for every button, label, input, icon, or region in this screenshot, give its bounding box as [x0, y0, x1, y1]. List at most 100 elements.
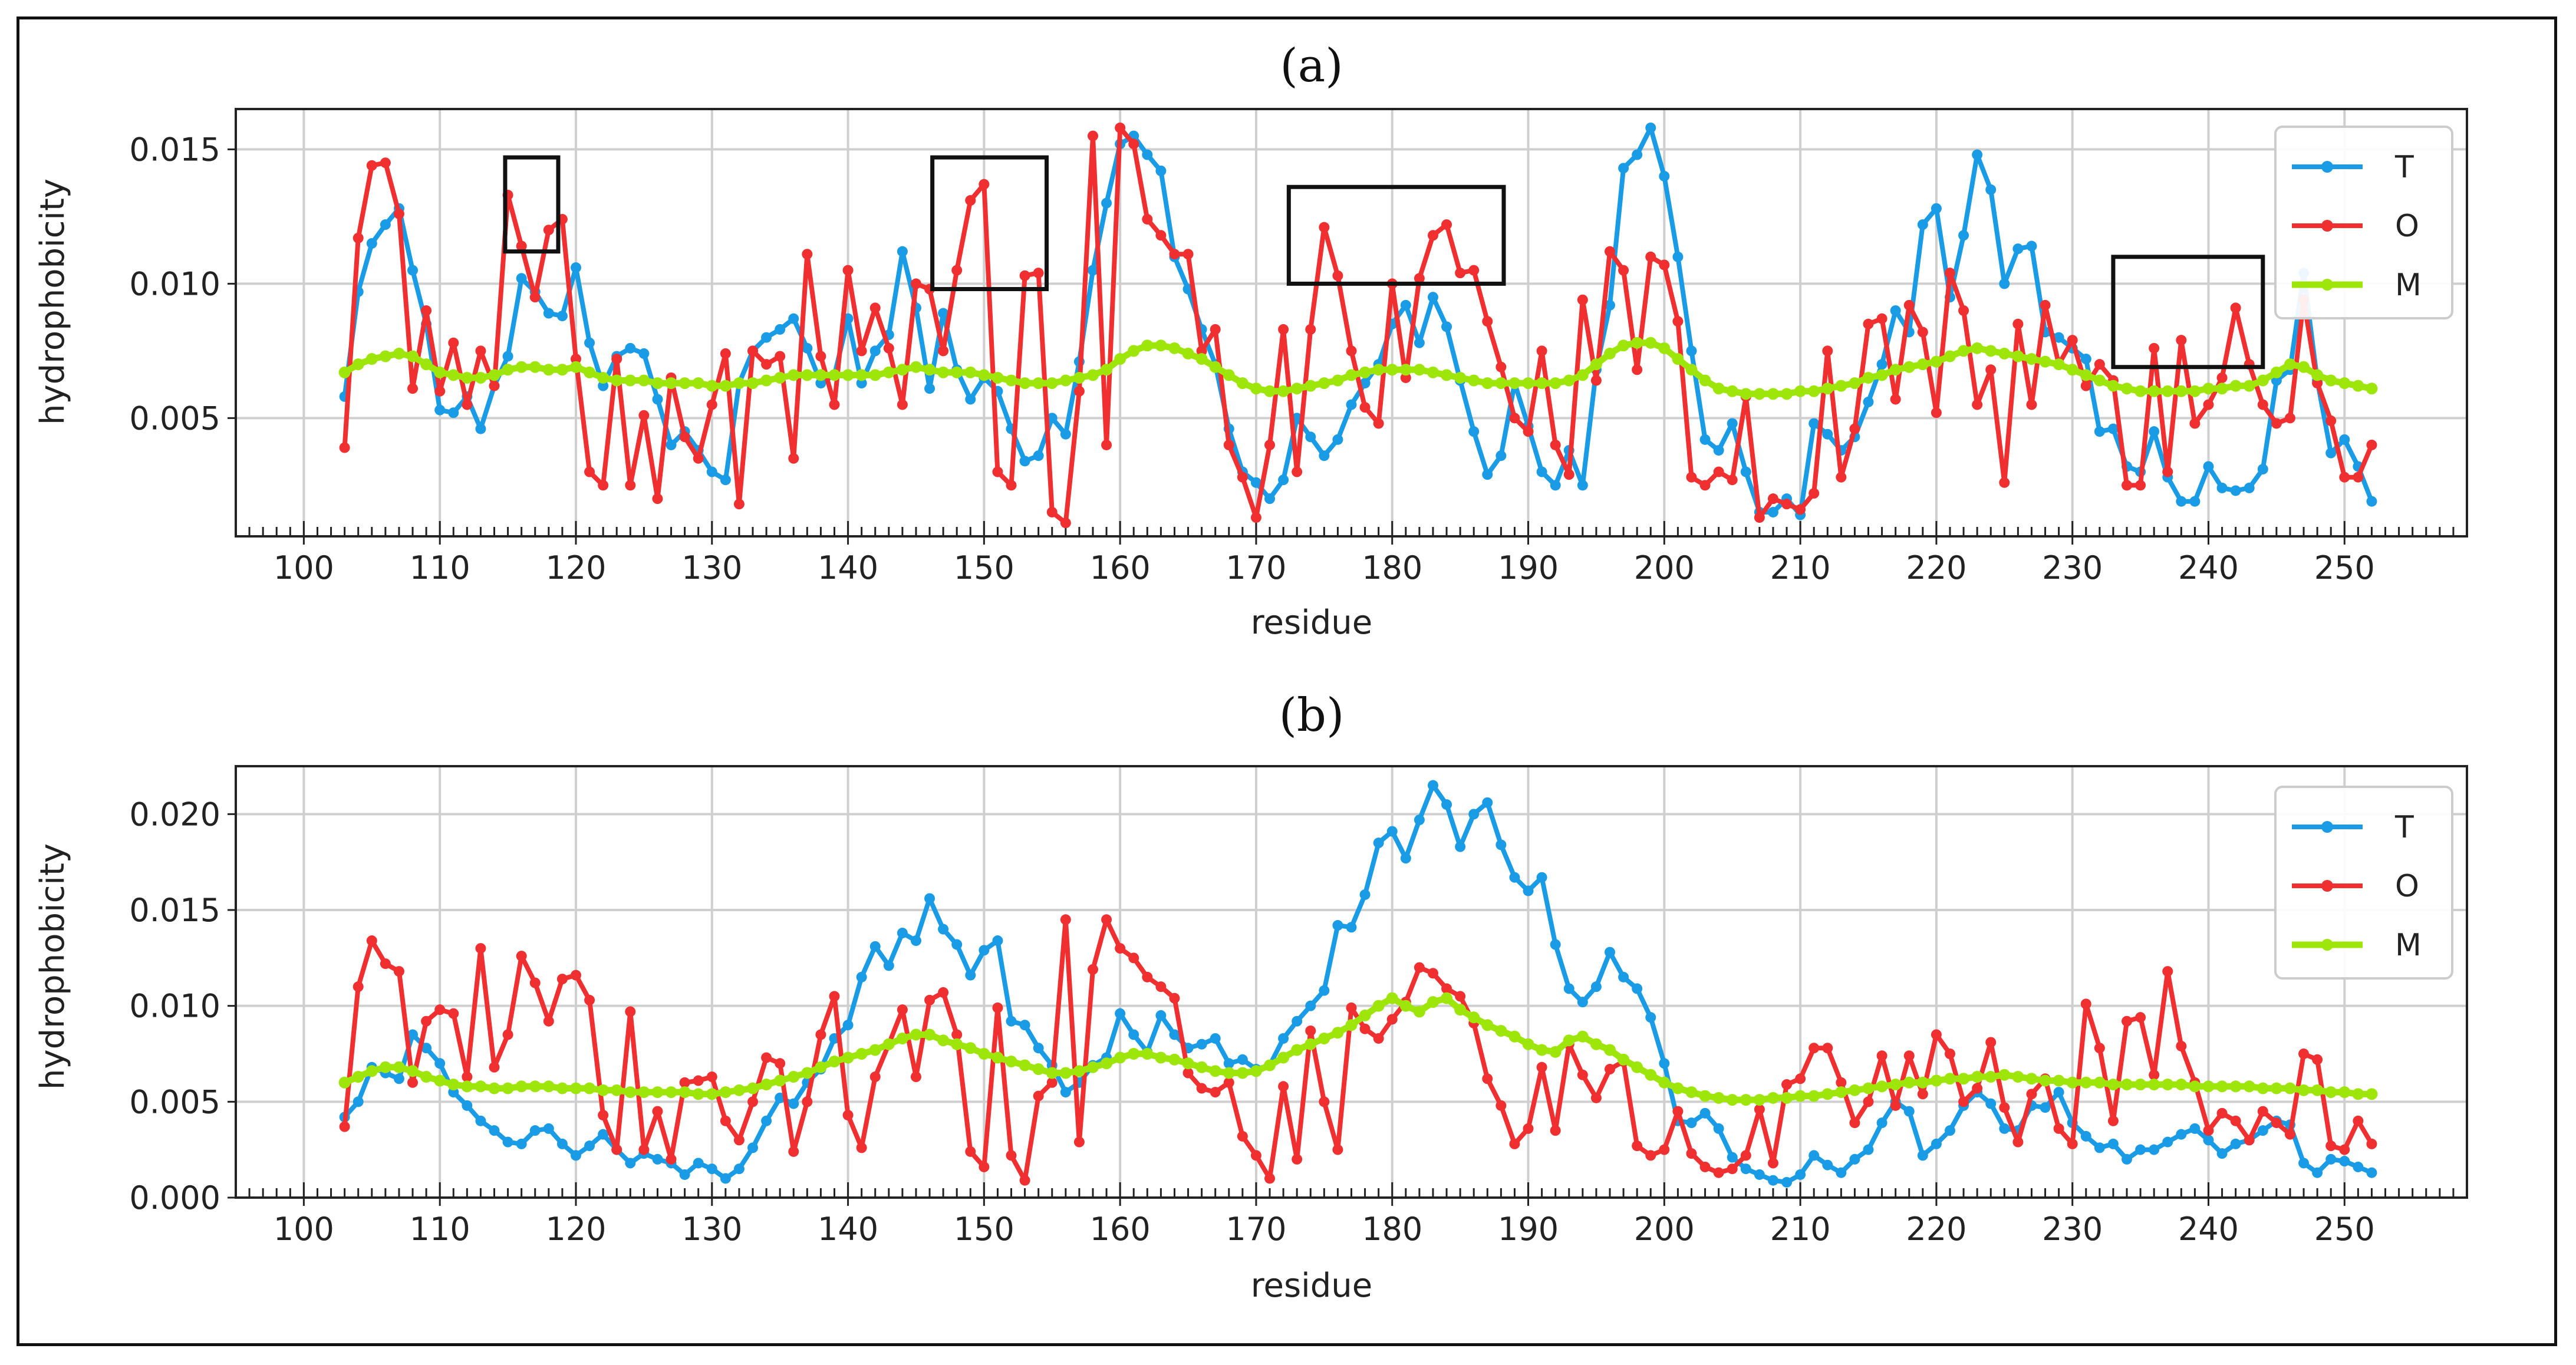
data-point	[1605, 246, 1616, 257]
data-point	[815, 378, 826, 389]
x-tick-label: 190	[1498, 549, 1559, 586]
data-point	[896, 1032, 908, 1044]
data-point	[1305, 1025, 1316, 1036]
data-point	[1019, 1020, 1030, 1031]
data-point	[1441, 219, 1452, 230]
plot-area	[236, 766, 2467, 1198]
data-point	[2162, 1136, 2173, 1148]
data-point	[666, 439, 677, 450]
data-point	[937, 366, 950, 378]
data-point	[775, 1058, 786, 1069]
data-point	[937, 1034, 950, 1047]
data-point	[801, 1067, 813, 1079]
data-point	[924, 364, 936, 376]
data-point	[2203, 461, 2214, 472]
data-point	[1822, 428, 1833, 440]
legend-label: M	[2395, 268, 2422, 303]
data-point	[1971, 1071, 1984, 1083]
data-point	[462, 1071, 473, 1083]
series-line	[342, 125, 2374, 526]
data-point	[489, 380, 500, 391]
x-tick-label: 250	[2314, 549, 2375, 586]
data-point	[706, 399, 717, 410]
data-point	[1060, 428, 1071, 440]
data-point	[2189, 1080, 2201, 1093]
data-point	[1345, 1019, 1358, 1031]
data-point	[2176, 1129, 2187, 1140]
y-tick-label: 0.020	[129, 796, 220, 833]
data-point	[1550, 439, 1561, 450]
data-point	[1809, 488, 1820, 499]
data-point	[1754, 1104, 1765, 1115]
data-point	[802, 249, 813, 260]
data-point	[434, 404, 446, 416]
data-point	[760, 1079, 773, 1091]
data-point	[1958, 1073, 1970, 1085]
data-point	[2094, 1142, 2105, 1153]
legend-label: T	[2394, 810, 2414, 845]
data-point	[1019, 270, 1030, 281]
data-point	[829, 991, 840, 1002]
data-point	[706, 466, 717, 477]
data-point	[1087, 130, 1098, 141]
data-point	[1944, 1125, 1955, 1136]
data-point	[869, 941, 881, 952]
data-point	[2312, 1054, 2323, 1065]
data-point	[475, 371, 487, 384]
data-point	[365, 353, 378, 365]
data-point	[570, 970, 581, 981]
data-point	[938, 987, 949, 998]
data-point	[964, 1042, 977, 1054]
data-point	[2189, 1123, 2201, 1134]
data-point	[965, 1146, 976, 1157]
data-point	[719, 1086, 732, 1099]
data-point	[1686, 345, 1697, 357]
data-point	[1836, 472, 1847, 483]
data-point	[1903, 1050, 1915, 1061]
data-point	[1631, 337, 1643, 349]
data-point	[1590, 1038, 1602, 1050]
data-point	[1699, 480, 1711, 491]
data-point	[1781, 1092, 1793, 1104]
data-point	[2311, 369, 2324, 381]
data-point	[788, 369, 800, 381]
data-point	[2230, 1115, 2241, 1126]
data-point	[2162, 466, 2173, 477]
data-point	[856, 971, 867, 982]
x-tick-label: 200	[1634, 1211, 1695, 1248]
data-point	[1822, 1159, 1833, 1171]
data-point	[2243, 1080, 2255, 1093]
data-point	[1250, 383, 1262, 395]
data-point	[2094, 426, 2105, 437]
data-point	[2080, 354, 2091, 365]
data-point	[1863, 1096, 1874, 1107]
data-point	[1481, 1019, 1494, 1031]
data-point	[1836, 1167, 1847, 1178]
series-M	[338, 992, 2378, 1106]
data-point	[1345, 369, 1358, 381]
data-point	[625, 480, 636, 491]
data-point	[597, 371, 610, 384]
data-point	[2216, 482, 2228, 493]
x-tick-label: 200	[1634, 549, 1695, 586]
data-point	[611, 1084, 623, 1096]
data-point	[1808, 1090, 1820, 1102]
data-point	[1686, 1117, 1697, 1129]
data-point	[1740, 1094, 1752, 1106]
y-tick-label: 0.005	[129, 400, 220, 437]
data-point	[733, 377, 745, 390]
data-point	[1753, 388, 1765, 400]
data-point	[815, 1061, 827, 1073]
data-point	[569, 1082, 582, 1094]
data-point	[516, 240, 527, 252]
data-point	[1101, 914, 1112, 925]
data-point	[1795, 1169, 1806, 1180]
data-point	[897, 399, 908, 410]
data-point	[2339, 1156, 2350, 1167]
data-point	[991, 1051, 1004, 1064]
data-point	[2366, 1167, 2377, 1178]
data-point	[1999, 278, 2010, 289]
data-point	[1046, 377, 1058, 390]
data-point	[1645, 122, 1656, 133]
data-point	[924, 893, 935, 904]
